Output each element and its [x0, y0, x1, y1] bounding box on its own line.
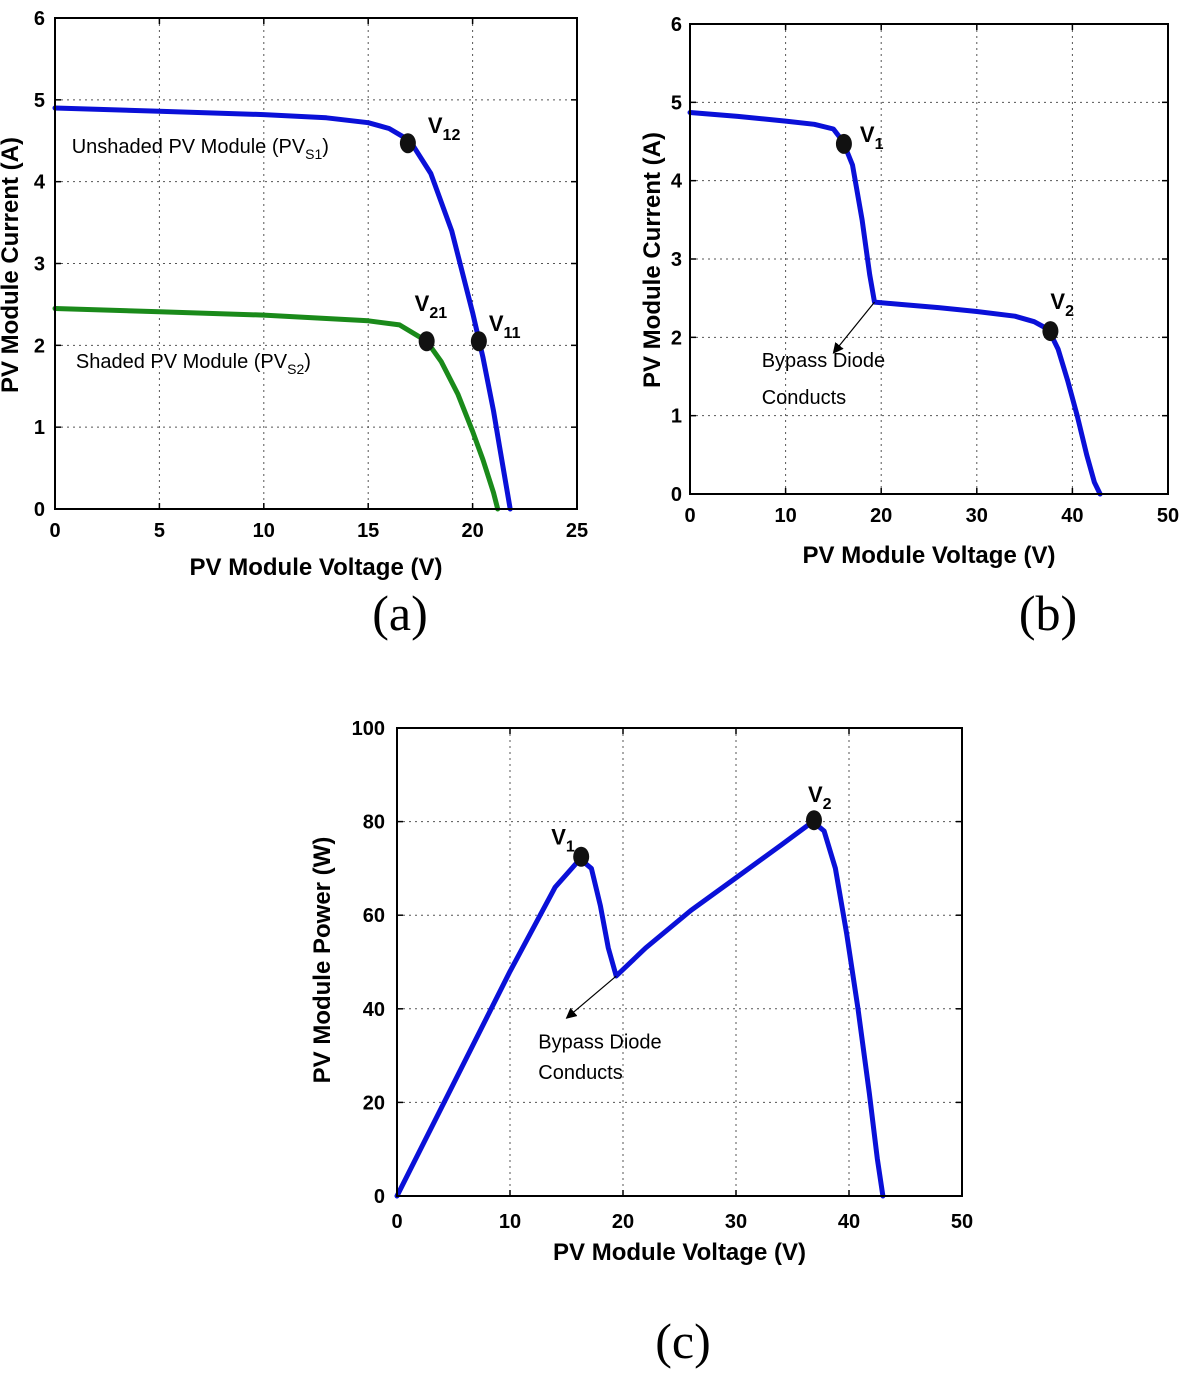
y-tick-label: 5: [671, 92, 682, 114]
data-point-marker: [399, 133, 416, 154]
x-tick-label: 30: [725, 1211, 747, 1233]
y-tick-label: 40: [363, 999, 385, 1021]
y-tick-label: 1: [34, 417, 45, 439]
panel-label: (c): [655, 1313, 711, 1369]
panel-label: (a): [372, 585, 428, 641]
panel-label: (b): [1019, 585, 1077, 641]
x-tick-label: 0: [684, 505, 695, 527]
x-axis-title: PV Module Voltage (V): [803, 542, 1056, 569]
x-axis-title: PV Module Voltage (V): [553, 1239, 806, 1266]
y-tick-label: 80: [363, 812, 385, 834]
annotation-text: Conducts: [538, 1062, 623, 1084]
annotation-text: Bypass Diode: [762, 350, 885, 372]
series-line-0: [394, 819, 886, 1199]
x-tick-label: 20: [461, 520, 483, 542]
annotation-text: Unshaded PV Module (PVS1): [72, 136, 329, 162]
x-tick-label: 20: [612, 1211, 634, 1233]
y-tick-label: 100: [352, 718, 385, 740]
y-tick-label: 3: [34, 254, 45, 276]
y-tick-label: 0: [374, 1186, 385, 1208]
x-tick-label: 10: [499, 1211, 521, 1233]
data-point-label: V21: [415, 291, 448, 322]
chart-c: 0 10 20 30 40 50 0 20 40 60 80 100 V1 V2 Bypass Diode C…: [309, 718, 973, 1369]
x-tick-label: 30: [966, 505, 988, 527]
data-point-marker: [573, 846, 590, 867]
x-tick-label: 10: [774, 505, 796, 527]
data-point-marker: [1042, 321, 1059, 342]
data-point-marker: [835, 133, 852, 154]
series-line-1: [52, 306, 501, 512]
y-tick-label: 2: [671, 327, 682, 349]
series-line-0: [687, 110, 1103, 497]
y-axis-title: PV Module Power (W): [309, 837, 336, 1084]
chart-a: 0 5 10 15 20 25 0 1 2 3 4 5 6 V12 V11 V21 Unshaded PV Mo…: [0, 8, 588, 641]
series-line-0: [52, 105, 513, 512]
y-tick-label: 60: [363, 905, 385, 927]
data-point-marker: [418, 331, 435, 352]
annotation-text: Shaded PV Module (PVS2): [76, 351, 311, 377]
plot-frame: [54, 17, 578, 510]
annotation-text: Conducts: [762, 387, 847, 409]
x-tick-label: 10: [253, 520, 275, 542]
x-axis-title: PV Module Voltage (V): [190, 554, 443, 581]
y-tick-label: 1: [671, 406, 682, 428]
y-tick-label: 4: [671, 171, 683, 193]
data-point-label: V2: [808, 782, 832, 813]
data-point-label: V11: [489, 311, 521, 342]
y-axis-title: PV Module Current (A): [0, 137, 24, 393]
x-tick-label: 20: [870, 505, 892, 527]
x-tick-label: 25: [566, 520, 588, 542]
x-tick-label: 50: [1157, 505, 1179, 527]
x-tick-label: 0: [49, 520, 60, 542]
y-tick-label: 5: [34, 90, 45, 112]
data-point-marker: [470, 331, 487, 352]
x-tick-label: 0: [391, 1211, 402, 1233]
annotation-text: Bypass Diode: [538, 1032, 661, 1054]
data-point-marker: [805, 810, 822, 831]
data-point-label: V1: [551, 825, 575, 856]
x-tick-label: 5: [154, 520, 165, 542]
y-tick-label: 6: [671, 14, 682, 36]
chart-b: 0 10 20 30 40 50 0 1 2 3 4 5 6 V1 V2 Bypass Diode Conduc…: [639, 14, 1179, 641]
x-tick-label: 40: [838, 1211, 860, 1233]
annotation-arrow: [565, 975, 617, 1019]
y-axis-title: PV Module Current (A): [639, 132, 666, 388]
y-tick-label: 20: [363, 1092, 385, 1114]
y-tick-label: 4: [34, 172, 46, 194]
x-tick-label: 15: [357, 520, 379, 542]
x-tick-label: 50: [951, 1211, 973, 1233]
y-tick-label: 0: [671, 484, 682, 506]
plot-frame: [396, 727, 963, 1197]
data-point-label: V2: [1050, 289, 1074, 320]
y-tick-label: 6: [34, 8, 45, 30]
plot-frame: [689, 23, 1169, 495]
annotation-arrow: [832, 301, 875, 354]
data-point-label: V1: [860, 122, 884, 153]
y-tick-label: 2: [34, 335, 45, 357]
y-tick-label: 0: [34, 499, 45, 521]
x-tick-label: 40: [1061, 505, 1083, 527]
y-tick-label: 3: [671, 249, 682, 271]
data-point-label: V12: [428, 113, 461, 144]
